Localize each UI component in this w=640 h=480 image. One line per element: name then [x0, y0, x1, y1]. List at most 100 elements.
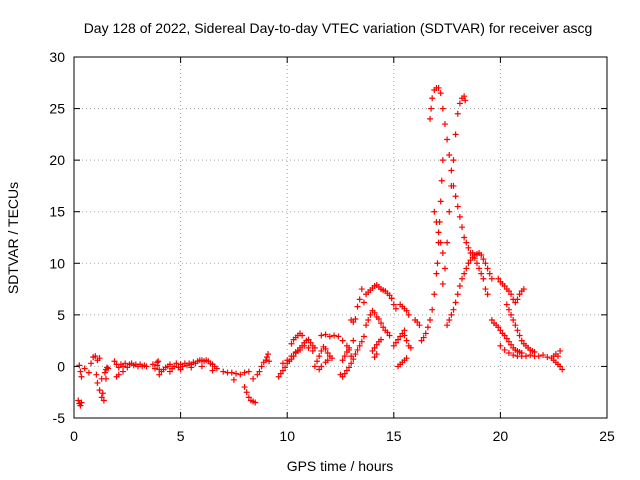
data-point: [478, 252, 485, 259]
data-point: [392, 339, 399, 346]
data-point: [422, 330, 429, 337]
y-tick-label: 10: [49, 255, 65, 271]
data-point: [346, 364, 353, 371]
data-point: [120, 368, 127, 375]
data-point: [459, 275, 466, 282]
data-point: [326, 333, 333, 340]
data-point: [392, 305, 399, 312]
data-point: [81, 365, 88, 372]
data-point: [228, 369, 235, 376]
data-point: [94, 379, 101, 386]
data-point: [482, 286, 489, 293]
data-point: [456, 282, 463, 289]
data-point: [105, 365, 112, 372]
data-point: [401, 332, 408, 339]
data-point: [305, 336, 312, 343]
data-point: [350, 337, 357, 344]
data-point: [435, 84, 442, 91]
x-tick-label: 20: [493, 428, 509, 444]
data-point: [88, 360, 95, 367]
data-point: [92, 353, 99, 360]
data-point: [508, 341, 515, 348]
data-point: [96, 387, 103, 394]
data-point: [512, 322, 519, 329]
data-point: [439, 280, 446, 287]
data-point: [367, 311, 374, 318]
data-point: [363, 322, 370, 329]
data-point: [437, 239, 444, 246]
data-point: [311, 344, 318, 351]
data-point: [256, 368, 263, 375]
data-point: [75, 397, 82, 404]
data-point: [296, 346, 303, 353]
y-tick-label: 15: [49, 204, 65, 220]
data-point: [328, 355, 335, 362]
x-tick-label: 25: [599, 428, 615, 444]
x-tick-label: 5: [177, 428, 185, 444]
y-tick-label: 25: [49, 101, 65, 117]
data-point: [503, 335, 510, 342]
data-point: [263, 354, 270, 361]
data-point: [388, 295, 395, 302]
data-point: [429, 306, 436, 313]
data-point: [386, 292, 393, 299]
data-point: [241, 369, 248, 376]
data-point: [243, 389, 250, 396]
y-tick-label: 5: [57, 307, 65, 323]
data-point: [380, 324, 387, 331]
data-point: [384, 329, 391, 336]
data-point: [390, 301, 397, 308]
data-point: [540, 352, 547, 359]
data-point: [501, 346, 508, 353]
data-point: [452, 299, 459, 306]
data-point: [446, 151, 453, 158]
data-point: [279, 360, 286, 367]
data-point: [277, 370, 284, 377]
data-point: [452, 131, 459, 138]
data-point: [505, 350, 512, 357]
data-point: [365, 317, 372, 324]
data-point: [378, 336, 385, 343]
data-point: [503, 301, 510, 308]
data-point: [480, 256, 487, 263]
data-point: [418, 337, 425, 344]
data-point: [403, 337, 410, 344]
data-point: [476, 265, 483, 272]
data-point: [309, 347, 316, 354]
data-point: [343, 367, 350, 374]
data-point: [435, 229, 442, 236]
data-point: [115, 371, 122, 378]
data-point: [497, 342, 504, 349]
data-point: [143, 363, 150, 370]
data-point: [465, 244, 472, 251]
data-point: [166, 368, 173, 375]
data-point: [254, 371, 261, 378]
data-point: [446, 317, 453, 324]
data-point: [488, 317, 495, 324]
data-point: [450, 157, 457, 164]
data-point: [510, 317, 517, 324]
data-point: [265, 351, 272, 358]
data-point: [454, 110, 461, 117]
data-point: [179, 363, 186, 370]
data-point: [439, 249, 446, 256]
data-point: [438, 177, 445, 184]
data-point: [480, 275, 487, 282]
data-point: [527, 352, 534, 359]
data-point: [428, 105, 435, 112]
data-point: [314, 358, 321, 365]
data-point: [343, 348, 350, 355]
data-point: [378, 320, 385, 327]
data-point: [341, 353, 348, 360]
data-point: [258, 363, 265, 370]
data-point: [522, 353, 529, 360]
x-axis-label: GPS time / hours: [287, 458, 394, 474]
data-point: [420, 334, 427, 341]
data-point: [78, 373, 85, 380]
data-point: [352, 351, 359, 358]
data-point: [339, 337, 346, 344]
data-point: [322, 345, 329, 352]
data-point: [275, 373, 282, 380]
data-point: [358, 338, 365, 345]
